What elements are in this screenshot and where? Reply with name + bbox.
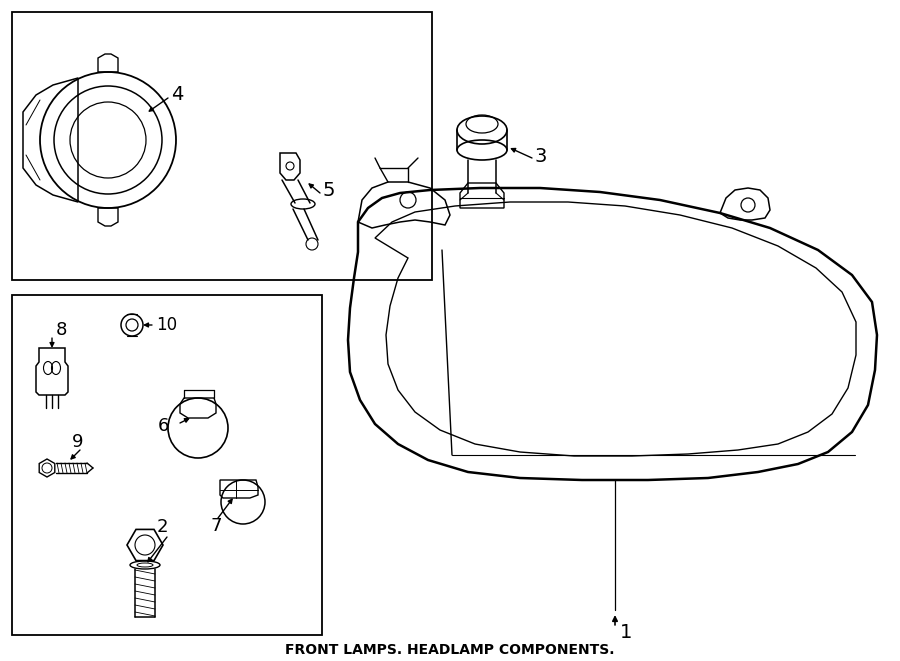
Bar [12,12,432,280]
Bar [12,295,322,635]
Text: 4: 4 [171,85,184,104]
Text: 8: 8 [56,321,68,339]
Text: 6: 6 [158,417,169,435]
Text: 3: 3 [535,147,547,165]
Text: 9: 9 [72,433,84,451]
Text: 10: 10 [156,316,177,334]
Text: 1: 1 [620,623,633,641]
Text: 2: 2 [157,518,168,536]
Text: FRONT LAMPS. HEADLAMP COMPONENTS.: FRONT LAMPS. HEADLAMP COMPONENTS. [285,643,615,657]
Text: 5: 5 [323,182,336,200]
Text: 7: 7 [210,517,221,535]
